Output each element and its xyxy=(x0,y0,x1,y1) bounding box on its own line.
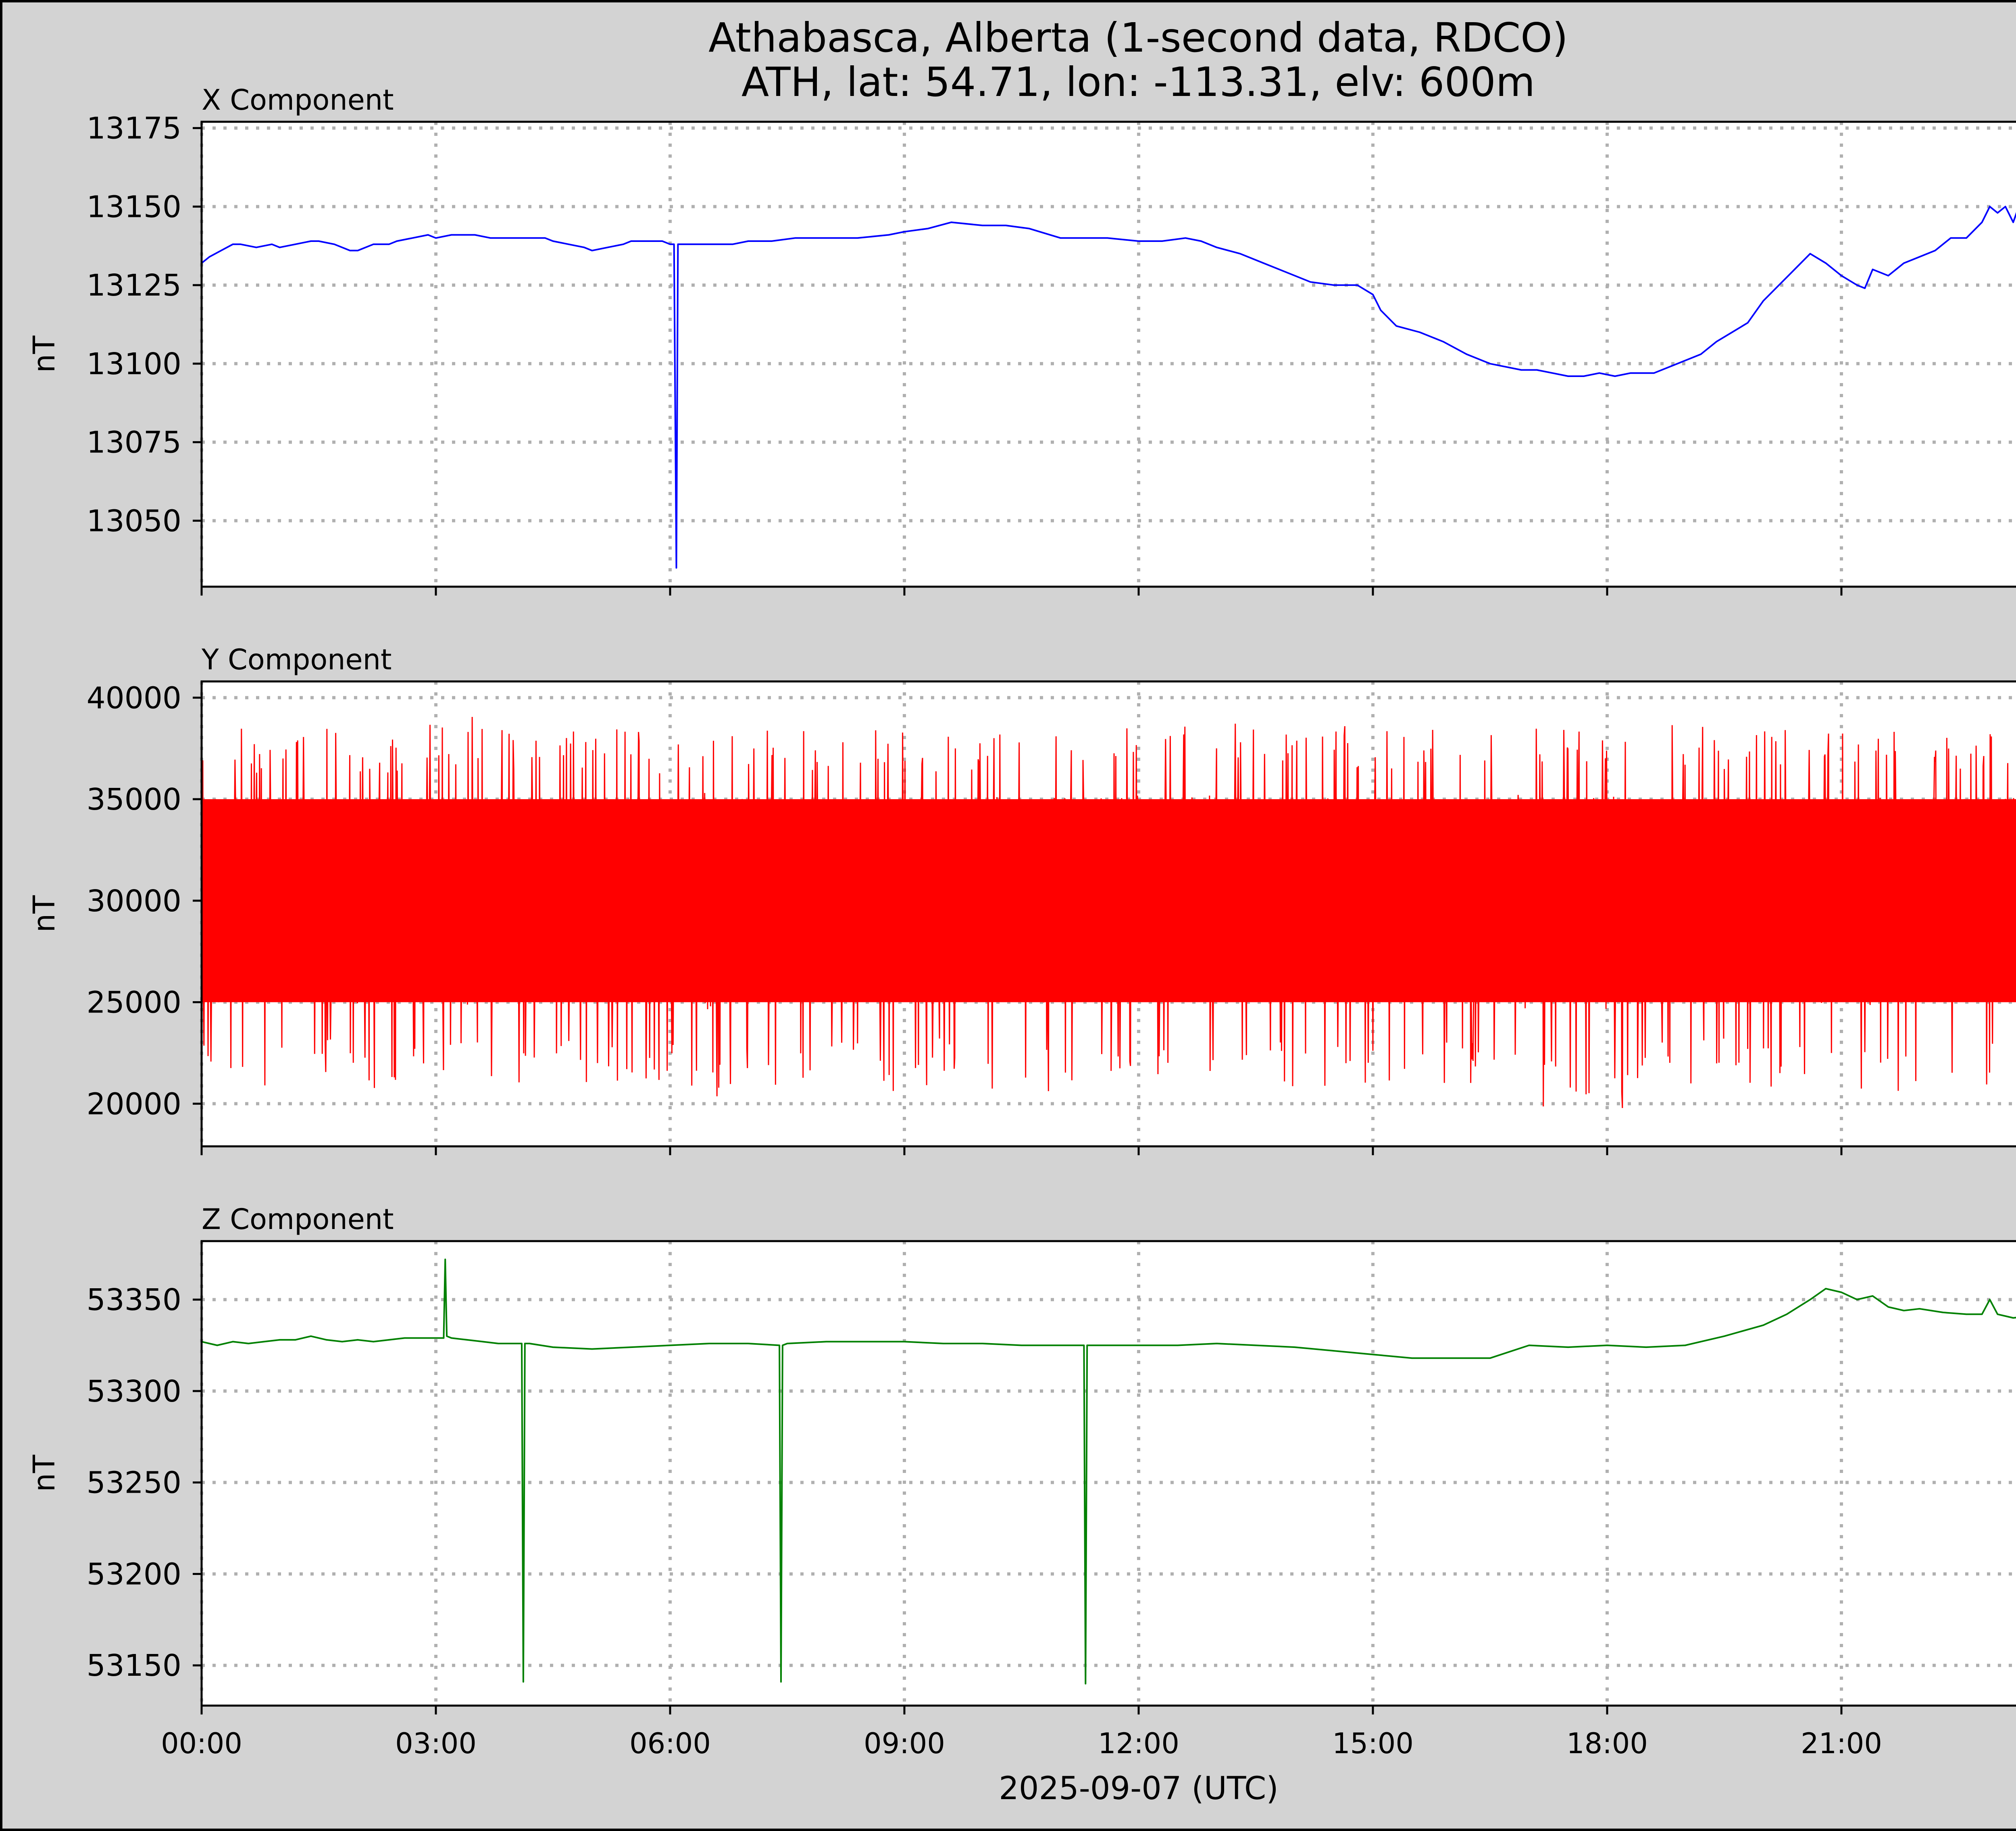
x-y-tick-label: 13125 xyxy=(87,268,181,303)
y-component-panel: 20000 25000 30000 35000 40000 Y Component nT xyxy=(27,643,2016,1155)
z-x-tick-label: 21:00 xyxy=(1801,1727,1882,1760)
z-x-tick-label: 18:00 xyxy=(1566,1727,1648,1760)
y-y-tick-label: 35000 xyxy=(87,782,181,817)
z-x-tick-label: 06:00 xyxy=(629,1727,711,1760)
x-y-tick-label: 13050 xyxy=(87,504,181,538)
z-y-tick-label: 53250 xyxy=(87,1466,181,1500)
x-y-tick-label: 13100 xyxy=(87,347,181,381)
y-y-tick-label: 25000 xyxy=(87,985,181,1020)
y-y-tick-label: 20000 xyxy=(87,1087,181,1121)
x-component-panel: 13050 13075 13100 13125 13150 13175 X Componen… xyxy=(27,83,2016,596)
y-panel-title: Y Component xyxy=(201,643,392,676)
z-y-tick-label: 53300 xyxy=(87,1374,181,1409)
z-plot-area xyxy=(202,1241,2016,1706)
figure-subtitle: ATH, lat: 54.71, lon: -113.31, elv: 600m xyxy=(741,58,1535,106)
x-series-line xyxy=(201,206,2016,569)
z-x-tick-label: 09:00 xyxy=(864,1727,945,1760)
y-series-line xyxy=(201,717,2016,1108)
x-plot-area xyxy=(202,122,2016,587)
z-y-tick-label: 53150 xyxy=(87,1648,181,1683)
x-y-tick-label: 13175 xyxy=(87,111,181,146)
z-x-axis-label: 2025-09-07 (UTC) xyxy=(999,1771,1279,1807)
y-y-axis-label: nT xyxy=(27,895,62,933)
x-panel-title: X Component xyxy=(202,83,394,117)
x-y-axis-label: nT xyxy=(27,335,62,373)
z-component-panel: 00:00 03:00 06:00 09:00 12:00 15:00 18:00 21:00… xyxy=(27,1203,2016,1807)
z-x-tick-label: 15:00 xyxy=(1332,1727,1414,1760)
z-axes-frame xyxy=(200,1240,2016,1707)
x-y-tick-label: 13075 xyxy=(87,425,181,460)
z-x-tick-label: 12:00 xyxy=(1098,1727,1179,1760)
z-x-tick-label: 03:00 xyxy=(395,1727,477,1760)
z-y-tick-label: 53350 xyxy=(87,1283,181,1317)
y-y-tick-label: 30000 xyxy=(87,884,181,919)
x-y-tick-label: 13150 xyxy=(87,190,181,224)
z-y-axis-label: nT xyxy=(27,1454,62,1492)
y-axes-frame xyxy=(200,680,2016,1148)
z-y-tick-label: 53200 xyxy=(87,1557,181,1591)
z-panel-title: Z Component xyxy=(202,1203,394,1236)
y-y-tick-label: 40000 xyxy=(87,681,181,715)
x-axes-frame xyxy=(200,121,2016,588)
figure-title: Athabasca, Alberta (1-second data, RDCO) xyxy=(708,14,1568,61)
z-x-tick-label: 00:00 xyxy=(161,1727,242,1760)
z-series-line xyxy=(201,1258,2016,1685)
